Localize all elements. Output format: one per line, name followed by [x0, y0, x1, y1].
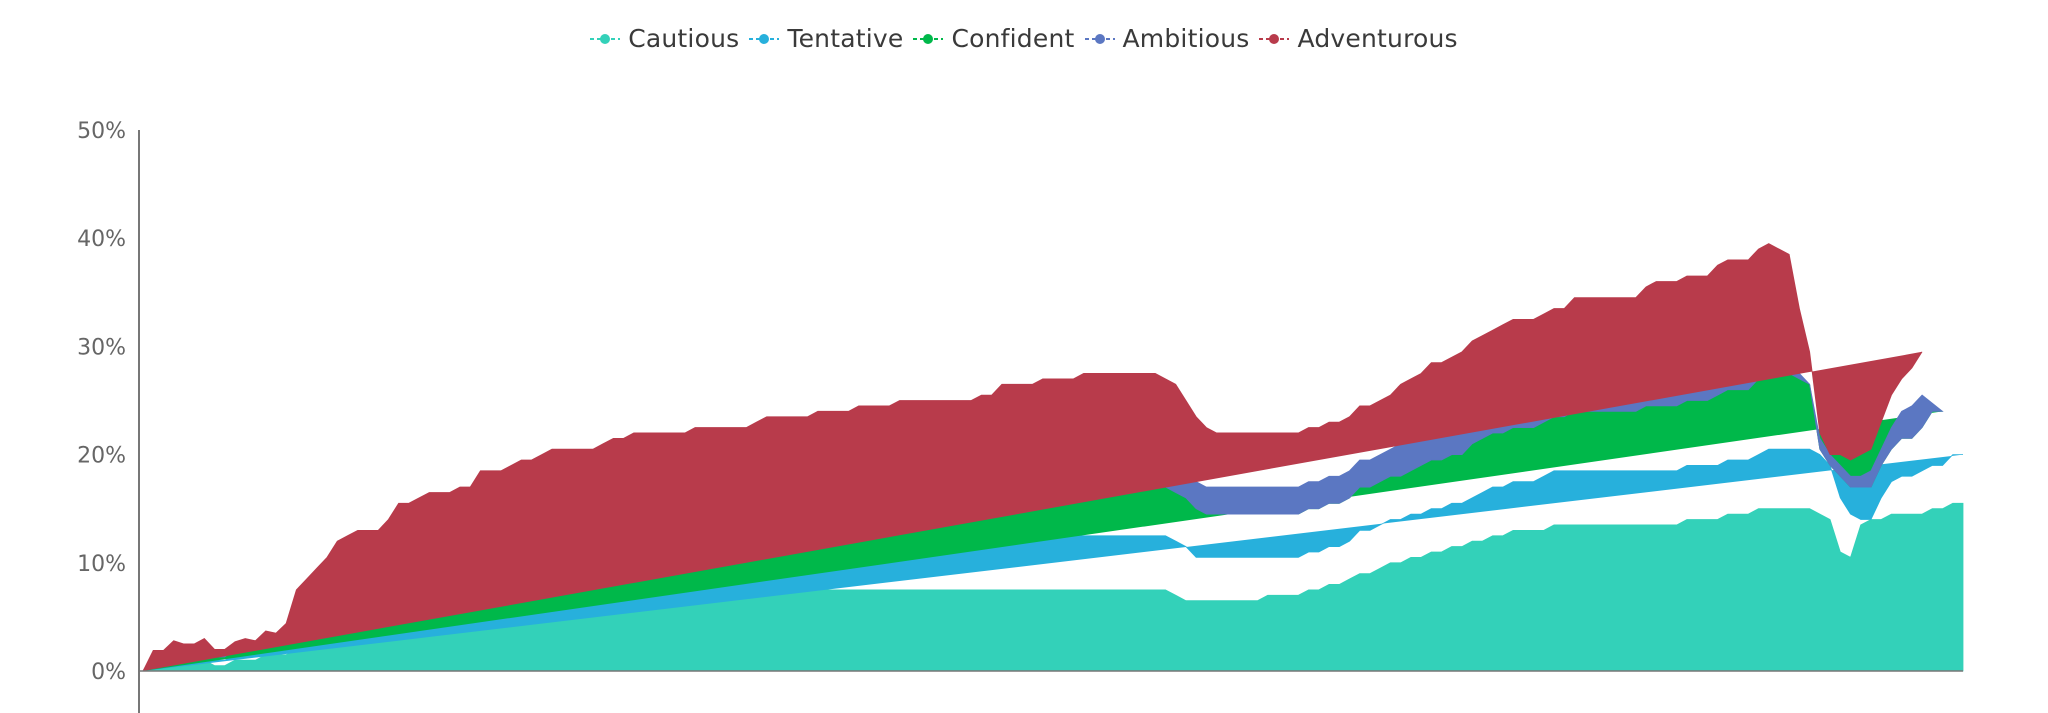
y-tick-label-0: 0% — [91, 660, 126, 685]
y-tick-label-1: 10% — [77, 552, 126, 577]
legend-line-dot-icon-cautious — [590, 33, 621, 44]
legend-label-adventurous: Adventurous — [1297, 24, 1458, 53]
legend-line-dot-icon-confident — [913, 33, 944, 44]
y-tick-label-3: 30% — [77, 335, 126, 360]
legend-item-tentative[interactable]: Tentative — [749, 24, 903, 53]
legend-item-adventurous[interactable]: Adventurous — [1259, 24, 1458, 53]
legend-label-confident: Confident — [951, 24, 1075, 53]
area-series-group — [142, 243, 1964, 672]
legend-line-dot-icon-tentative — [749, 33, 780, 44]
legend-label-ambitious: Ambitious — [1122, 24, 1250, 53]
chart-legend: Cautious Tentative Confident Ambitious A… — [0, 24, 2048, 53]
legend-line-dot-icon-ambitious — [1084, 33, 1115, 44]
area-series-adventurous[interactable] — [142, 243, 1923, 672]
legend-label-tentative: Tentative — [787, 24, 904, 53]
legend-item-cautious[interactable]: Cautious — [590, 24, 739, 53]
legend-item-ambitious[interactable]: Ambitious — [1084, 24, 1250, 53]
y-tick-label-2: 20% — [77, 444, 126, 469]
legend-item-confident[interactable]: Confident — [913, 24, 1074, 53]
y-tick-label-4: 40% — [77, 227, 126, 252]
legend-label-cautious: Cautious — [628, 24, 740, 53]
y-tick-label-5: 50% — [77, 119, 126, 144]
legend-line-dot-icon-adventurous — [1259, 33, 1290, 44]
axes-group: 0% 10% 20% 30% 40% 50% — [77, 119, 1963, 713]
